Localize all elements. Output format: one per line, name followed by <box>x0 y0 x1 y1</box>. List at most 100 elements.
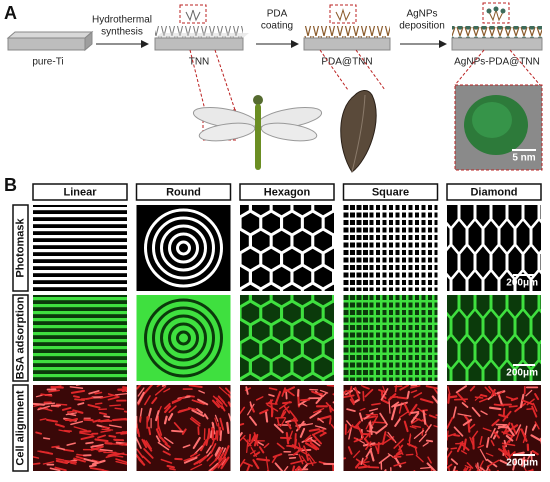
square <box>415 243 419 248</box>
square <box>350 348 355 353</box>
slab <box>452 3 542 50</box>
square <box>396 318 400 323</box>
square <box>428 288 432 293</box>
square <box>428 303 432 308</box>
square <box>357 288 362 293</box>
square <box>422 363 426 368</box>
square <box>350 370 355 375</box>
cell <box>473 471 477 477</box>
square <box>435 363 439 368</box>
cell <box>490 408 500 409</box>
square <box>422 258 426 263</box>
cell <box>411 412 418 413</box>
stripe <box>33 207 127 210</box>
stripe <box>33 263 127 266</box>
square <box>350 250 355 255</box>
square <box>409 273 413 278</box>
square <box>435 250 439 255</box>
square <box>357 310 362 315</box>
square <box>396 265 400 270</box>
stripe <box>33 235 127 238</box>
stripe <box>33 367 127 370</box>
square <box>441 348 445 353</box>
cell <box>301 400 309 401</box>
square <box>409 288 413 293</box>
square <box>389 205 393 210</box>
square <box>363 295 368 300</box>
square <box>344 228 349 233</box>
cell <box>115 440 123 441</box>
bg <box>344 295 438 381</box>
square <box>435 205 439 210</box>
square <box>435 273 439 278</box>
square <box>441 295 445 300</box>
square <box>383 243 387 248</box>
cell <box>447 431 448 440</box>
square <box>363 355 368 360</box>
square <box>376 273 380 278</box>
scale-bar-label: 200μm <box>506 368 538 379</box>
square <box>422 318 426 323</box>
square <box>363 258 368 263</box>
square <box>422 280 426 285</box>
square <box>389 288 393 293</box>
square <box>435 340 439 345</box>
square <box>435 288 439 293</box>
square <box>409 363 413 368</box>
cell <box>333 464 334 476</box>
square <box>402 220 406 225</box>
cell <box>391 397 398 398</box>
square <box>357 235 362 240</box>
square <box>357 228 362 233</box>
square <box>422 378 426 383</box>
stripe <box>33 360 127 363</box>
product-label: TNN <box>189 57 210 68</box>
cell <box>504 409 505 416</box>
square <box>350 318 355 323</box>
square <box>376 258 380 263</box>
square <box>383 220 387 225</box>
square <box>396 205 400 210</box>
square <box>370 295 374 300</box>
square <box>357 220 362 225</box>
square <box>344 325 349 330</box>
square <box>344 355 349 360</box>
square <box>422 235 426 240</box>
cell <box>127 386 134 388</box>
square <box>415 363 419 368</box>
cell <box>333 394 342 399</box>
cell <box>408 392 409 398</box>
square <box>435 378 439 383</box>
square <box>383 348 387 353</box>
square <box>344 220 349 225</box>
square <box>383 288 387 293</box>
square <box>402 213 406 218</box>
square <box>370 363 374 368</box>
cell <box>77 384 83 385</box>
cell <box>113 419 126 420</box>
stripe <box>33 270 127 273</box>
square <box>383 295 387 300</box>
square <box>402 273 406 278</box>
square <box>415 228 419 233</box>
square <box>409 280 413 285</box>
square <box>422 205 426 210</box>
square <box>363 370 368 375</box>
square <box>389 355 393 360</box>
stripe <box>33 256 127 259</box>
square <box>402 303 406 308</box>
square <box>435 370 439 375</box>
square <box>344 205 349 210</box>
square <box>357 243 362 248</box>
square <box>415 250 419 255</box>
square <box>422 220 426 225</box>
square <box>415 220 419 225</box>
cell <box>330 418 331 424</box>
square <box>441 235 445 240</box>
cell <box>389 401 390 413</box>
square <box>350 273 355 278</box>
cell <box>492 471 498 476</box>
square <box>402 333 406 338</box>
cell <box>115 408 123 409</box>
